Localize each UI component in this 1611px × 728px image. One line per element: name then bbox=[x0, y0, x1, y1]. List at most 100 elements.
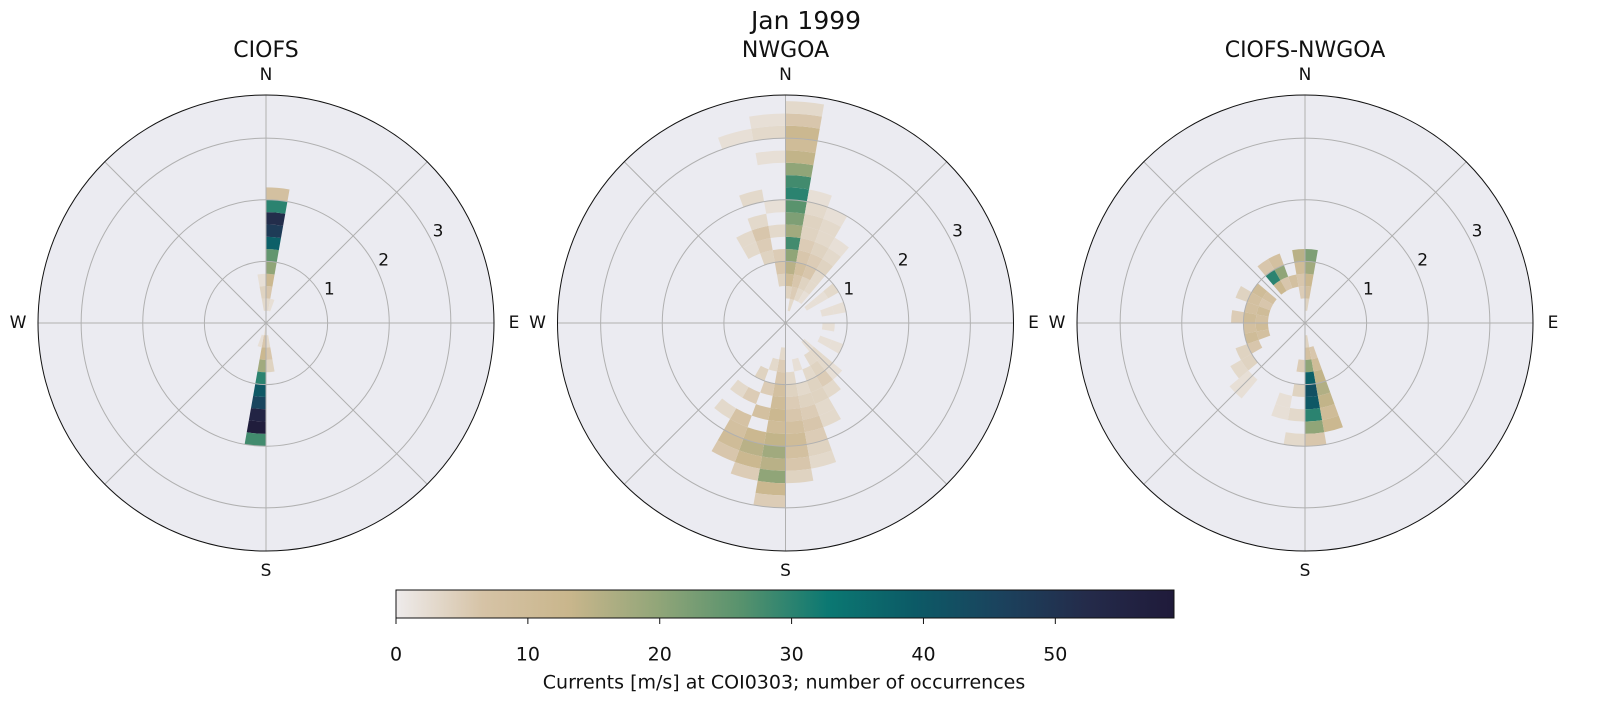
histogram-cell bbox=[764, 199, 786, 214]
histogram-cell bbox=[760, 250, 775, 266]
polar-frame bbox=[37, 94, 495, 552]
histogram-cell bbox=[1244, 301, 1259, 315]
histogram-cell bbox=[816, 258, 834, 276]
histogram-cell bbox=[259, 347, 266, 360]
histogram-cell bbox=[1305, 420, 1325, 434]
histogram-cell bbox=[772, 249, 786, 263]
histogram-cell bbox=[255, 371, 266, 385]
histogram-cell bbox=[815, 230, 835, 249]
histogram-cell bbox=[266, 187, 290, 202]
histogram-cell bbox=[770, 395, 786, 410]
histogram-cell bbox=[800, 404, 820, 421]
histogram-cell bbox=[718, 128, 754, 150]
histogram-cell bbox=[1235, 344, 1252, 360]
histogram-cell bbox=[779, 347, 786, 360]
histogram-cell bbox=[266, 199, 288, 214]
direction-label: E bbox=[509, 313, 520, 333]
histogram-cell bbox=[797, 290, 810, 305]
histogram-cell bbox=[1305, 395, 1320, 410]
histogram-cell bbox=[804, 201, 828, 219]
histogram-cell bbox=[1319, 404, 1339, 421]
histogram-cell bbox=[1283, 432, 1305, 447]
histogram-cell bbox=[785, 383, 799, 397]
histogram-cell bbox=[244, 432, 266, 447]
histogram-cell bbox=[785, 273, 795, 287]
histogram-cell bbox=[751, 125, 786, 141]
histogram-cell bbox=[753, 492, 786, 508]
histogram-cell bbox=[822, 379, 841, 398]
direction-label: E bbox=[1548, 313, 1559, 333]
radial-tick-label: 2 bbox=[1417, 250, 1428, 270]
radial-tick-label: 2 bbox=[378, 250, 389, 270]
histogram-cell bbox=[1305, 249, 1318, 263]
histogram-cell bbox=[1240, 353, 1258, 371]
histogram-cell bbox=[754, 365, 769, 381]
histogram-cell bbox=[802, 415, 824, 433]
histogram-cell bbox=[819, 408, 841, 428]
histogram-cell bbox=[785, 187, 810, 202]
histogram-cell bbox=[785, 138, 818, 154]
histogram-cell bbox=[1256, 306, 1271, 317]
histogram-cell bbox=[730, 379, 749, 398]
histogram-cell bbox=[711, 440, 740, 462]
chart-title: CIOFS-NWGOA bbox=[1225, 38, 1386, 63]
histogram-cell bbox=[266, 286, 273, 299]
radial-tick-label: 2 bbox=[898, 250, 909, 270]
histogram-cell bbox=[1305, 371, 1316, 385]
histogram-cell bbox=[793, 288, 804, 302]
histogram-cell bbox=[1251, 283, 1268, 299]
histogram-cell bbox=[785, 175, 812, 190]
histogram-cell bbox=[257, 359, 266, 373]
histogram-cell bbox=[785, 199, 807, 214]
histogram-cell bbox=[804, 427, 828, 445]
angular-grid-line bbox=[785, 322, 948, 485]
direction-label: S bbox=[1300, 561, 1311, 581]
histogram-cell bbox=[730, 461, 760, 481]
histogram-cell bbox=[828, 339, 844, 354]
histogram-cell bbox=[757, 468, 786, 484]
histogram-cell bbox=[714, 398, 737, 420]
figure-title: Jan 1999 bbox=[749, 6, 861, 35]
histogram-cell bbox=[1288, 274, 1299, 289]
histogram-cell bbox=[1257, 258, 1275, 276]
radial-tick-label: 1 bbox=[843, 279, 854, 299]
histogram-cell bbox=[1230, 359, 1249, 379]
histogram-cell bbox=[785, 468, 814, 484]
histogram-cell bbox=[261, 298, 266, 311]
histogram-cell bbox=[823, 207, 848, 227]
direction-label: E bbox=[1028, 313, 1039, 333]
histogram-cell bbox=[1317, 392, 1335, 408]
histogram-cell bbox=[747, 213, 769, 231]
histogram-cell bbox=[785, 420, 805, 434]
histogram-cell bbox=[789, 286, 799, 300]
histogram-cell bbox=[785, 261, 797, 275]
histogram-cell bbox=[246, 420, 266, 434]
radial-tick-label: 3 bbox=[952, 222, 963, 242]
histogram-cell bbox=[253, 383, 266, 397]
histogram-cell bbox=[266, 347, 273, 360]
histogram-cell bbox=[785, 395, 801, 410]
angular-grid-line bbox=[623, 161, 786, 324]
histogram-cell bbox=[774, 261, 786, 275]
histogram-cell bbox=[810, 387, 829, 405]
angular-grid-line bbox=[265, 161, 428, 324]
histogram-cell bbox=[813, 291, 829, 305]
histogram-cell bbox=[742, 241, 761, 259]
angular-grid-line bbox=[104, 161, 267, 324]
histogram-cell bbox=[266, 236, 281, 251]
histogram-cell bbox=[723, 419, 748, 439]
colorbar-tick-label: 50 bbox=[1043, 644, 1067, 666]
histogram-cell bbox=[259, 286, 266, 299]
histogram-cell bbox=[785, 444, 810, 459]
histogram-cell bbox=[266, 224, 284, 239]
histogram-cell bbox=[1247, 292, 1263, 307]
direction-label: S bbox=[261, 561, 272, 581]
histogram-cell bbox=[791, 357, 803, 372]
histogram-cell bbox=[785, 371, 797, 385]
histogram-cell bbox=[1235, 286, 1252, 302]
histogram-cell bbox=[768, 357, 780, 372]
histogram-cell bbox=[1287, 407, 1305, 422]
histogram-cell bbox=[266, 273, 275, 287]
histogram-cell bbox=[785, 432, 807, 447]
histogram-cell bbox=[764, 432, 786, 447]
